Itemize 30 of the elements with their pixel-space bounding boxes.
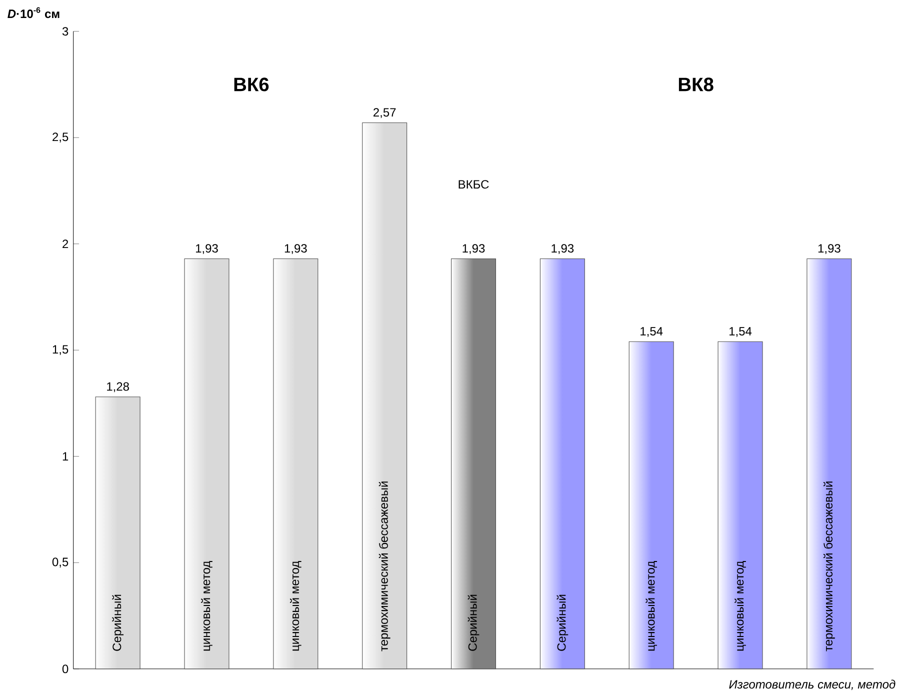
data-label: 1,93	[552, 244, 574, 254]
annotation: ВКБС	[458, 180, 489, 188]
data-label: 1,54	[730, 326, 752, 337]
x-tick-label: термохимический бессажевый	[378, 481, 390, 652]
x-axis-title: Изготовитель смеси, метод	[729, 680, 896, 690]
y-tick-label: 2	[62, 240, 68, 248]
x-tick-label: цинковый метод	[201, 560, 212, 650]
data-label: 1,93	[196, 244, 218, 254]
x-tick-label: Серийный	[556, 594, 568, 651]
data-label: 2,57	[374, 108, 396, 118]
data-label: 1,28	[107, 382, 129, 392]
annotation: ВК8	[678, 78, 714, 92]
x-tick-label: Серийный	[112, 594, 124, 651]
y-tick-label: 1	[62, 452, 68, 460]
y-tick-label: 0	[62, 664, 68, 674]
y-tick-label: 3	[62, 26, 68, 36]
y-tick-label: 2,5	[52, 132, 68, 142]
y-tick-label: 1,5	[52, 345, 68, 355]
x-tick-label: цинковый метод	[646, 560, 657, 650]
y-axis-title: D·10$^{-6}$ см	[8, 7, 60, 18]
data-label: 1,93	[284, 244, 307, 254]
data-label: 1,93	[462, 244, 485, 254]
data-label: 1,93	[818, 244, 840, 254]
y-tick-label: 0,5	[52, 558, 68, 568]
x-tick-label: цинковый метод	[734, 560, 746, 650]
x-tick-label: Серийный	[468, 594, 480, 651]
annotation: ВК6	[234, 78, 269, 92]
x-tick-label: цинковый метод	[290, 560, 302, 650]
x-tick-label: термохимический бессажевый	[823, 481, 835, 652]
data-label: 1,54	[640, 326, 663, 337]
